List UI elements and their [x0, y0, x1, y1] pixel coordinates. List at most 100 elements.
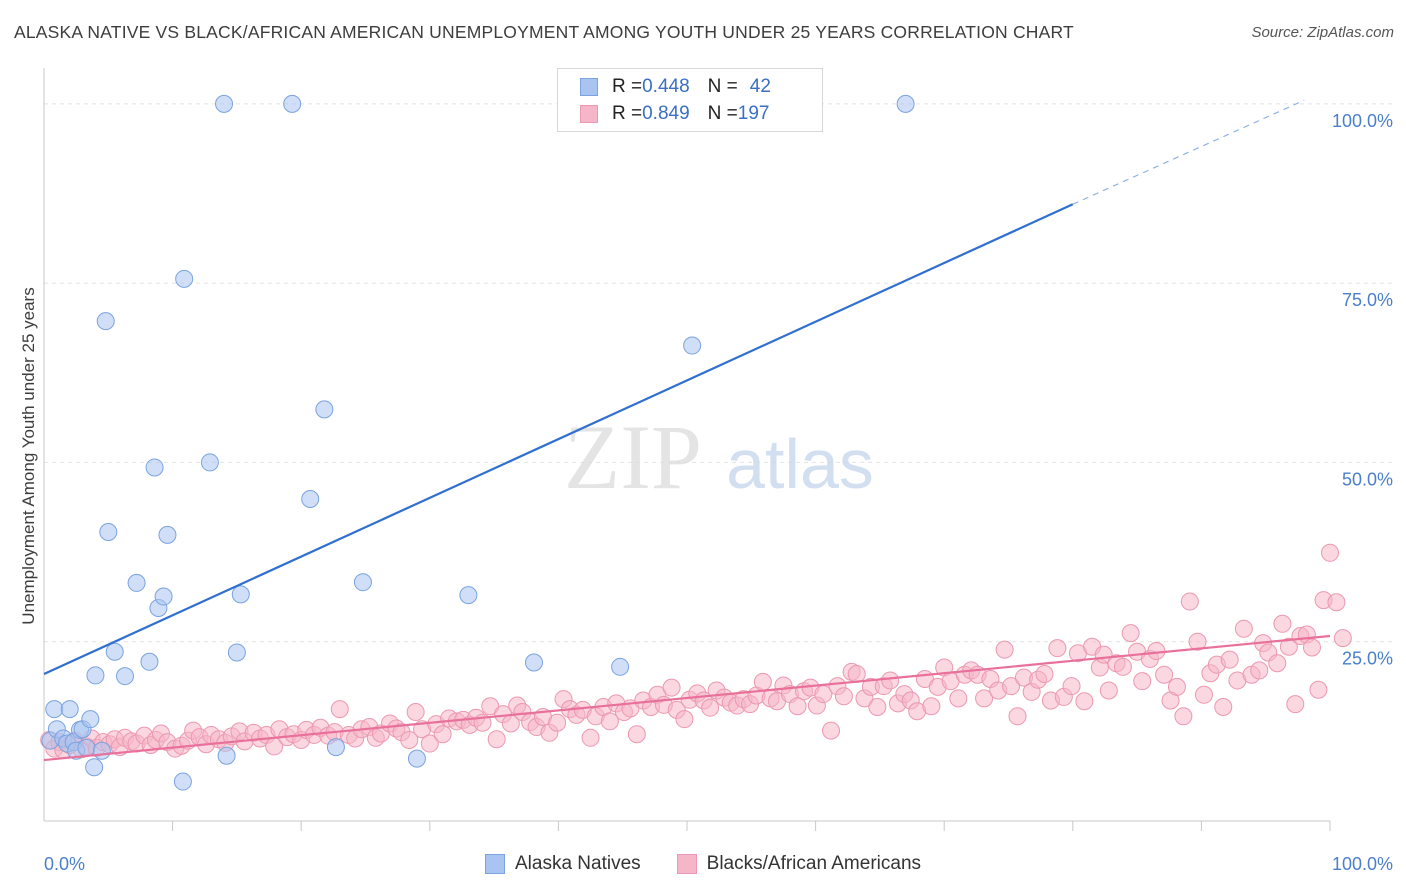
r-value: 0.849	[642, 103, 690, 124]
data-point	[1099, 681, 1118, 700]
data-point	[1133, 672, 1152, 691]
data-point	[1250, 661, 1269, 680]
data-point	[868, 697, 887, 716]
data-point	[127, 573, 146, 592]
watermark-zip: ZIP	[564, 406, 702, 508]
data-point	[1327, 593, 1346, 612]
n-value: 197	[737, 103, 770, 124]
watermark: ZIP atlas	[564, 406, 874, 508]
data-point	[420, 734, 439, 753]
black-swatch	[580, 105, 598, 123]
data-point	[1268, 654, 1287, 673]
data-point	[217, 746, 236, 765]
legend-label-black: Blacks/African Americans	[706, 853, 922, 874]
x-tick-label: 100.0%	[1332, 854, 1393, 874]
data-point	[407, 749, 426, 768]
data-point	[1147, 642, 1166, 661]
data-point	[145, 458, 164, 477]
legend-swatch-alaska	[484, 854, 505, 874]
stats-row-black: R = 0.849 N = 197	[580, 100, 769, 128]
data-point	[1220, 650, 1239, 669]
data-point	[45, 700, 64, 719]
data-point	[487, 730, 506, 749]
n-label: N =	[707, 103, 738, 124]
y-tick-label: 75.0%	[1342, 290, 1393, 310]
data-point	[834, 687, 853, 706]
data-point	[881, 671, 900, 690]
data-point	[330, 700, 349, 719]
x-tick-label: 0.0%	[44, 854, 85, 874]
data-point	[600, 712, 619, 731]
data-point	[99, 522, 118, 541]
data-point	[922, 697, 941, 716]
legend-swatch-black	[676, 854, 697, 874]
trend-line-extension	[1072, 99, 1305, 205]
data-point	[116, 667, 135, 686]
data-point	[896, 94, 915, 113]
data-point	[753, 672, 772, 691]
data-point	[158, 525, 177, 544]
data-point	[662, 678, 681, 697]
y-tick-label: 100.0%	[1332, 111, 1393, 131]
source-note: Source: ZipAtlas.com	[1251, 24, 1394, 41]
data-point	[1279, 637, 1298, 656]
n-label: N =	[707, 76, 738, 97]
data-point	[353, 573, 372, 592]
data-point	[96, 312, 115, 331]
data-point	[81, 710, 100, 729]
data-point	[627, 725, 646, 744]
data-point	[1174, 707, 1193, 726]
r-label: R =	[612, 76, 643, 97]
data-point	[1075, 692, 1094, 711]
data-point	[1333, 629, 1352, 648]
data-point	[85, 758, 104, 777]
legend-item-black: Blacks/African Americans	[676, 853, 922, 875]
legend-label-alaska: Alaska Natives	[514, 853, 641, 874]
data-point	[1035, 664, 1054, 683]
stats-row-alaska: R = 0.448 N = 42	[580, 73, 771, 101]
data-point	[1302, 638, 1321, 657]
data-point	[175, 269, 194, 288]
data-point	[1048, 639, 1067, 658]
r-value: 0.448	[642, 76, 690, 97]
data-point	[86, 666, 105, 685]
data-point	[283, 94, 302, 113]
data-point	[1167, 677, 1186, 696]
data-point	[173, 772, 192, 791]
data-point	[788, 697, 807, 716]
data-point	[1321, 543, 1339, 562]
data-point	[701, 698, 720, 717]
data-point	[326, 738, 345, 757]
data-point	[611, 657, 630, 676]
legend-item-alaska: Alaska Natives	[484, 853, 641, 875]
data-point	[1309, 680, 1328, 699]
trend-line	[43, 203, 1074, 675]
data-point	[995, 640, 1014, 659]
data-point	[581, 728, 600, 747]
data-point	[215, 94, 234, 113]
r-label: R =	[612, 103, 643, 124]
data-point	[847, 664, 866, 683]
data-point	[200, 453, 219, 472]
data-point	[1180, 592, 1199, 611]
tick-labels: 25.0% 50.0% 75.0% 100.0% 0.0% 100.0%	[44, 111, 1393, 874]
data-point	[1113, 657, 1132, 676]
data-point	[822, 721, 841, 740]
data-point	[975, 689, 994, 708]
data-point	[231, 585, 250, 604]
data-point	[1121, 624, 1140, 643]
data-point	[1214, 697, 1233, 716]
data-point	[1002, 677, 1021, 696]
chart-title: ALASKA NATIVE VS BLACK/AFRICAN AMERICAN …	[14, 22, 1074, 42]
data-point	[1008, 707, 1027, 726]
grid-lines	[44, 103, 1394, 643]
data-point	[154, 587, 173, 606]
axes	[43, 68, 1331, 831]
data-point	[140, 652, 159, 671]
data-point	[406, 702, 425, 721]
data-point	[459, 586, 478, 605]
data-point	[548, 713, 567, 732]
data-point	[683, 336, 702, 355]
data-point	[105, 642, 124, 661]
